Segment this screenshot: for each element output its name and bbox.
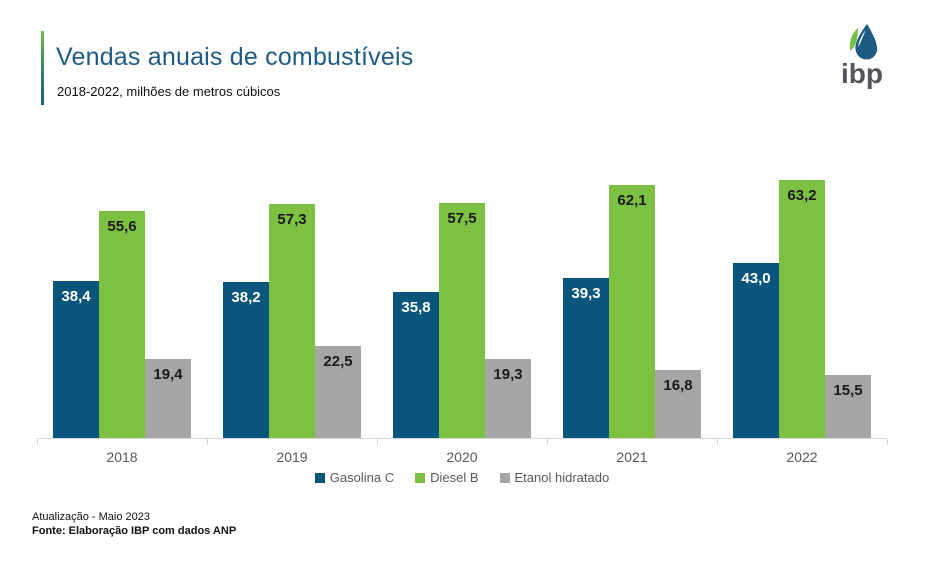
bar-value-label: 38,2 xyxy=(231,289,261,307)
bar-value-label: 63,2 xyxy=(787,187,817,205)
bar-group-2022: 43,0 63,2 15,5 2022 xyxy=(717,150,887,465)
bar-value-label: 38,4 xyxy=(61,288,91,306)
ibp-droplet-icon xyxy=(849,24,878,60)
footer: Atualização - Maio 2023 Fonte: Elaboraçã… xyxy=(32,510,236,538)
legend-label: Etanol hidratado xyxy=(514,470,610,485)
x-axis-tick xyxy=(37,439,38,445)
bar-gasolina-c-2022: 43,0 xyxy=(733,262,779,438)
bar-diesel-b-2018: 55,6 xyxy=(99,211,145,438)
x-axis-label-2018: 2018 xyxy=(106,449,138,465)
bar-gasolina-c-2020: 35,8 xyxy=(393,291,439,438)
page-title: Vendas anuais de combustíveis xyxy=(56,43,414,71)
x-axis-tick xyxy=(887,439,888,445)
bar-etanol-hidratado-2018: 19,4 xyxy=(145,358,191,438)
bar-value-label: 57,3 xyxy=(277,211,307,229)
legend-item-diesel-b: Diesel B xyxy=(415,470,479,485)
bar-value-label: 16,8 xyxy=(663,376,693,394)
x-axis-tick xyxy=(207,439,208,445)
bar-chart: 38,4 55,6 19,4 2018 38,2 57,3 22,5 2019 35,8 57,5… xyxy=(37,150,888,465)
ibp-logo: ibp xyxy=(830,22,894,89)
bar-etanol-hidratado-2020: 19,3 xyxy=(485,359,531,438)
bar-value-label: 55,6 xyxy=(107,218,137,236)
title-accent-bar xyxy=(41,31,44,105)
x-axis-tick xyxy=(717,439,718,445)
x-axis-tick xyxy=(377,439,378,445)
bars-2021: 39,3 62,1 16,8 xyxy=(547,150,717,438)
bar-group-2019: 38,2 57,3 22,5 2019 xyxy=(207,150,377,465)
x-axis-label-2020: 2020 xyxy=(446,449,478,465)
x-axis-label-2019: 2019 xyxy=(276,449,308,465)
bar-value-label: 43,0 xyxy=(741,269,771,287)
bar-etanol-hidratado-2021: 16,8 xyxy=(655,369,701,438)
bar-etanol-hidratado-2019: 22,5 xyxy=(315,346,361,438)
bar-value-label: 15,5 xyxy=(833,381,863,399)
x-axis-tick xyxy=(547,439,548,445)
bar-diesel-b-2022: 63,2 xyxy=(779,180,825,438)
bar-value-label: 19,4 xyxy=(153,365,183,383)
bar-value-label: 22,5 xyxy=(323,353,353,371)
legend-swatch-diesel-b xyxy=(415,472,426,483)
bar-gasolina-c-2018: 38,4 xyxy=(53,281,99,438)
bars-2022: 43,0 63,2 15,5 xyxy=(717,150,887,438)
bar-group-2020: 35,8 57,5 19,3 2020 xyxy=(377,150,547,465)
bar-diesel-b-2020: 57,5 xyxy=(439,203,485,438)
bar-diesel-b-2021: 62,1 xyxy=(609,184,655,438)
update-note: Atualização - Maio 2023 xyxy=(32,511,151,523)
bars-2020: 35,8 57,5 19,3 xyxy=(377,150,547,438)
legend-item-gasolina-c: Gasolina C xyxy=(314,470,395,485)
x-axis-label-2022: 2022 xyxy=(786,449,818,465)
legend-swatch-gasolina-c xyxy=(314,472,325,483)
chart-legend: Gasolina C Diesel B Etanol hidratado xyxy=(37,470,887,485)
bar-value-label: 57,5 xyxy=(447,210,477,228)
bars-2019: 38,2 57,3 22,5 xyxy=(207,150,377,438)
bar-etanol-hidratado-2022: 15,5 xyxy=(825,374,871,438)
page-subtitle: 2018-2022, milhões de metros cúbicos xyxy=(57,84,281,99)
legend-label: Diesel B xyxy=(430,470,479,485)
bar-gasolina-c-2019: 38,2 xyxy=(223,282,269,438)
x-axis-line xyxy=(37,438,887,439)
legend-label: Gasolina C xyxy=(329,470,395,485)
bar-group-2021: 39,3 62,1 16,8 2021 xyxy=(547,150,717,465)
bar-value-label: 39,3 xyxy=(571,284,601,302)
bar-gasolina-c-2021: 39,3 xyxy=(563,277,609,438)
bars-2018: 38,4 55,6 19,4 xyxy=(37,150,207,438)
bar-group-2018: 38,4 55,6 19,4 2018 xyxy=(37,150,207,465)
bar-value-label: 19,3 xyxy=(493,366,523,384)
bar-value-label: 35,8 xyxy=(401,298,431,316)
bar-diesel-b-2019: 57,3 xyxy=(269,204,315,438)
legend-swatch-etanol-hidratado xyxy=(499,472,510,483)
legend-item-etanol-hidratado: Etanol hidratado xyxy=(499,470,610,485)
bar-value-label: 62,1 xyxy=(617,191,647,209)
source-note: Fonte: Elaboração IBP com dados ANP xyxy=(32,525,237,537)
ibp-logo-text: ibp xyxy=(841,58,883,89)
x-axis-label-2021: 2021 xyxy=(616,449,648,465)
